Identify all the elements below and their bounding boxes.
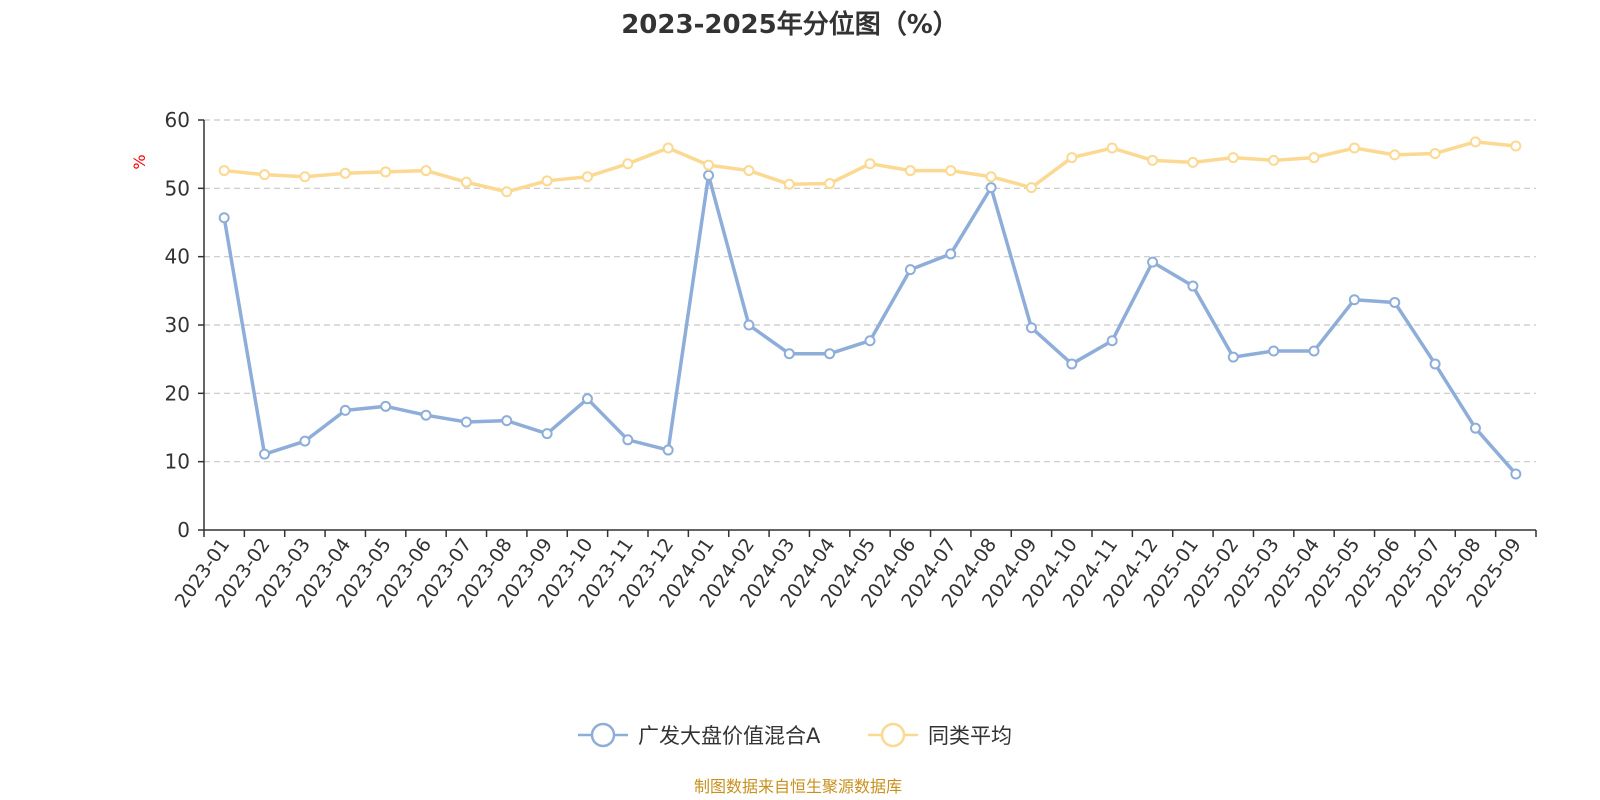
data-point[interactable]	[1147, 256, 1159, 268]
data-source-note: 制图数据来自恒生聚源数据库	[694, 777, 902, 796]
data-point[interactable]	[420, 165, 432, 177]
data-point[interactable]	[1147, 154, 1159, 166]
y-tick-label: 40	[165, 245, 190, 269]
data-point[interactable]	[985, 171, 997, 183]
data-point[interactable]	[1510, 468, 1522, 480]
data-point[interactable]	[1348, 294, 1360, 306]
y-tick-label: 0	[177, 518, 190, 542]
data-point[interactable]	[1389, 149, 1401, 161]
series-1	[218, 169, 1522, 480]
data-point[interactable]	[1187, 280, 1199, 292]
data-point[interactable]	[1187, 156, 1199, 168]
data-point[interactable]	[299, 435, 311, 447]
data-point[interactable]	[1025, 322, 1037, 334]
data-point[interactable]	[1066, 358, 1078, 370]
chart-title: 2023-2025年分位图（%）	[621, 9, 959, 40]
data-point[interactable]	[380, 400, 392, 412]
data-point[interactable]	[1106, 142, 1118, 154]
data-point[interactable]	[1227, 152, 1239, 164]
data-point[interactable]	[501, 186, 513, 198]
data-point[interactable]	[622, 434, 634, 446]
data-point[interactable]	[1429, 147, 1441, 159]
data-point[interactable]	[1066, 152, 1078, 164]
legend-marker	[590, 722, 616, 748]
y-tick-label: 60	[165, 108, 190, 132]
data-point[interactable]	[1469, 422, 1481, 434]
legend-label: 同类平均	[928, 724, 1012, 748]
legend-item-1[interactable]: 广发大盘价值混合A	[578, 722, 821, 748]
data-point[interactable]	[662, 444, 674, 456]
data-point[interactable]	[259, 448, 271, 460]
data-point[interactable]	[218, 212, 230, 224]
y-tick-label: 30	[165, 313, 190, 337]
data-point[interactable]	[218, 165, 230, 177]
data-point[interactable]	[945, 248, 957, 260]
data-point[interactable]	[783, 348, 795, 360]
data-point[interactable]	[824, 178, 836, 190]
gridlines	[204, 119, 1536, 463]
data-point[interactable]	[985, 182, 997, 194]
data-point[interactable]	[420, 409, 432, 421]
axes	[198, 119, 1537, 537]
data-point[interactable]	[904, 264, 916, 276]
data-point[interactable]	[703, 169, 715, 181]
data-point[interactable]	[581, 171, 593, 183]
series	[218, 136, 1522, 480]
legend-label: 广发大盘价值混合A	[638, 724, 821, 748]
data-point[interactable]	[743, 319, 755, 331]
data-point[interactable]	[1308, 152, 1320, 164]
data-point[interactable]	[460, 416, 472, 428]
data-point[interactable]	[259, 169, 271, 181]
data-point[interactable]	[339, 404, 351, 416]
data-point[interactable]	[783, 178, 795, 190]
data-point[interactable]	[662, 142, 674, 154]
data-point[interactable]	[1469, 136, 1481, 148]
y-tick-label: 20	[165, 381, 190, 405]
data-point[interactable]	[743, 165, 755, 177]
data-point[interactable]	[1389, 296, 1401, 308]
data-point[interactable]	[864, 335, 876, 347]
data-point[interactable]	[541, 175, 553, 187]
y-axis-unit-label: %	[130, 154, 149, 169]
data-point[interactable]	[1510, 140, 1522, 152]
data-point[interactable]	[339, 167, 351, 179]
series-2	[218, 136, 1522, 198]
data-point[interactable]	[299, 171, 311, 183]
data-point[interactable]	[501, 415, 513, 427]
data-point[interactable]	[622, 158, 634, 170]
data-point[interactable]	[1268, 345, 1280, 357]
data-point[interactable]	[904, 165, 916, 177]
y-tick-label: 10	[165, 450, 190, 474]
data-point[interactable]	[1429, 358, 1441, 370]
data-point[interactable]	[1025, 182, 1037, 194]
legend[interactable]: 广发大盘价值混合A 同类平均	[578, 722, 1012, 748]
data-point[interactable]	[1227, 351, 1239, 363]
data-point[interactable]	[1348, 142, 1360, 154]
legend-item-2[interactable]: 同类平均	[868, 722, 1012, 748]
data-point[interactable]	[945, 165, 957, 177]
data-point[interactable]	[1268, 154, 1280, 166]
data-point[interactable]	[460, 176, 472, 188]
data-point[interactable]	[380, 166, 392, 178]
data-point[interactable]	[864, 158, 876, 170]
data-point[interactable]	[1308, 345, 1320, 357]
data-point[interactable]	[581, 393, 593, 405]
data-point[interactable]	[824, 348, 836, 360]
y-tick-label: 50	[165, 176, 190, 200]
data-point[interactable]	[1106, 335, 1118, 347]
data-point[interactable]	[541, 428, 553, 440]
data-point[interactable]	[703, 159, 715, 171]
y-tick-labels: 0 10 20 30 40 50 60	[165, 108, 190, 542]
legend-marker	[880, 722, 906, 748]
x-tick-labels: 2023-012023-022023-032023-042023-052023-…	[171, 534, 1526, 612]
